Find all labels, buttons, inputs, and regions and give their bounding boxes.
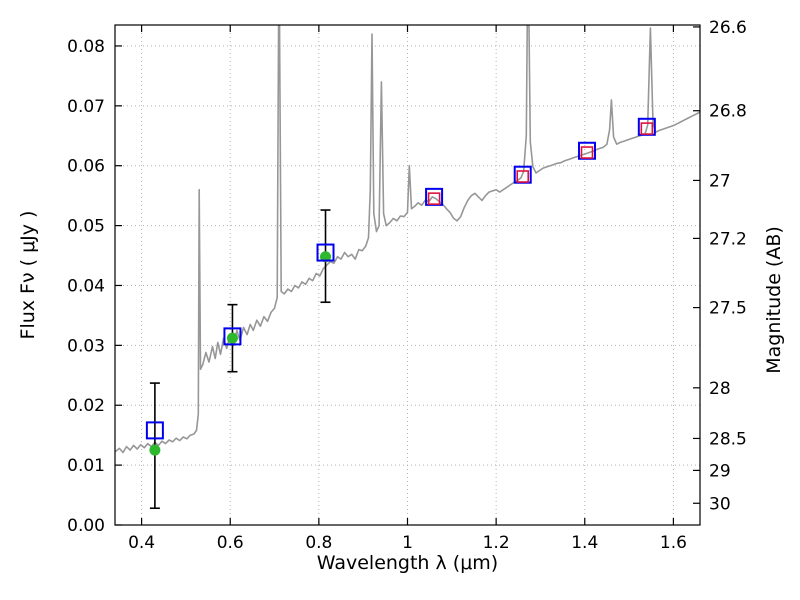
y-tick-label-flux: 0.08 xyxy=(67,37,105,57)
y-tick-label-magnitude: 27.2 xyxy=(709,229,747,249)
x-tick-label: 1 xyxy=(402,533,413,553)
y-tick-label-magnitude: 30 xyxy=(709,494,731,514)
y-tick-label-magnitude: 29 xyxy=(709,461,731,481)
model-photometry-blue-squares-marker xyxy=(223,327,242,346)
y-tick-label-magnitude: 28 xyxy=(709,379,731,399)
y-tick-label-magnitude: 26.8 xyxy=(709,102,747,122)
x-axis-label: Wavelength λ (μm) xyxy=(316,552,499,574)
y-tick-label-magnitude: 28.5 xyxy=(709,429,747,449)
y-tick-label-flux: 0.02 xyxy=(67,396,105,416)
model-photometry-red-squares-marker xyxy=(516,170,530,183)
model-photometry-red-squares-marker xyxy=(640,122,654,135)
y-axis-label-magnitude: Magnitude (AB) xyxy=(763,226,785,374)
x-tick-label: 0.8 xyxy=(305,533,332,553)
observed-photometry-circles-marker xyxy=(149,444,161,456)
model-photometry-red-squares-marker xyxy=(580,146,594,159)
x-tick-label: 1.6 xyxy=(660,533,687,553)
y-axis-label-flux: Flux Fν ( μJy ) xyxy=(17,210,39,340)
y-tick-label-flux: 0.06 xyxy=(67,157,105,177)
grid-layer xyxy=(115,25,700,526)
x-tick-label: 1.2 xyxy=(483,533,510,553)
x-tick-label: 0.4 xyxy=(128,533,155,553)
y-tick-label-flux: 0.00 xyxy=(67,516,105,536)
observed-photometry-circles-marker xyxy=(226,332,238,344)
y-tick-label-flux: 0.05 xyxy=(67,217,105,237)
model-spectrum-line xyxy=(115,25,700,454)
y-tick-label-flux: 0.03 xyxy=(67,336,105,356)
x-tick-label: 1.4 xyxy=(571,533,598,553)
x-tick-label: 0.6 xyxy=(217,533,244,553)
observed-photometry-circles-layer xyxy=(149,209,332,510)
model-photometry-blue-squares-marker xyxy=(145,421,164,440)
y-tick-label-magnitude: 26.6 xyxy=(709,18,747,38)
observed-photometry-circles-marker xyxy=(320,251,332,263)
model-photometry-blue-squares-marker xyxy=(316,243,335,262)
y-tick-label-magnitude: 27 xyxy=(709,171,731,191)
tick-label-layer: 0.4 0.6 0.8 1 1.2 1.4 1.6 0.00 0.01 0.02 0.03 0.04 0… xyxy=(67,18,747,553)
model-photometry-red-squares-marker xyxy=(427,192,441,205)
y-tick-label-flux: 0.01 xyxy=(67,456,105,476)
y-tick-label-flux: 0.04 xyxy=(67,276,105,296)
tick-layer xyxy=(115,25,700,526)
y-tick-label-magnitude: 27.5 xyxy=(709,299,747,319)
model-photometry-red-squares-layer xyxy=(427,122,654,205)
y-tick-label-flux: 0.07 xyxy=(67,97,105,117)
model-photometry-blue-squares-layer xyxy=(145,117,656,440)
